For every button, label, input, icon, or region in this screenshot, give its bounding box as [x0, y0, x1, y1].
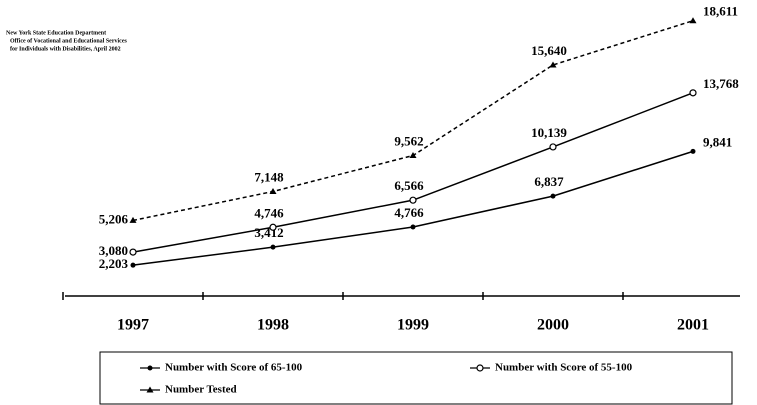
- data-point: [550, 193, 556, 199]
- data-point: [549, 61, 557, 68]
- data-point: [129, 216, 137, 223]
- data-label: 7,148: [254, 169, 284, 184]
- data-point: [409, 196, 417, 204]
- data-point: [269, 187, 277, 194]
- data-point: [269, 223, 277, 231]
- legend-label: Number Tested: [165, 384, 237, 396]
- data-label: 18,611: [703, 4, 738, 19]
- data-label: 3,080: [99, 243, 128, 258]
- source-note: for Individuals with Disabilities, April…: [10, 46, 121, 52]
- data-point: [409, 152, 417, 159]
- x-tick-label: 1997: [117, 317, 149, 334]
- source-note: Office of Vocational and Educational Ser…: [10, 38, 127, 44]
- data-point: [689, 89, 697, 97]
- legend-marker: [146, 386, 154, 393]
- data-point: [689, 17, 697, 24]
- data-label: 6,566: [394, 178, 424, 193]
- data-label: 13,768: [703, 76, 739, 91]
- data-point: [130, 262, 136, 268]
- data-label: 9,562: [394, 134, 423, 149]
- data-label: 4,766: [394, 205, 424, 220]
- data-point: [270, 244, 276, 250]
- legend-marker: [147, 365, 153, 371]
- data-label: 10,139: [531, 125, 567, 140]
- data-point: [410, 224, 416, 230]
- data-label: 9,841: [703, 134, 732, 149]
- legend-box: [99, 351, 733, 405]
- x-tick-label: 1999: [397, 317, 429, 334]
- data-point: [549, 143, 557, 151]
- data-label: 4,746: [254, 205, 284, 220]
- x-tick-label: 1998: [257, 317, 289, 334]
- data-label: 15,640: [531, 43, 567, 58]
- data-label: 5,206: [99, 211, 129, 226]
- data-point: [690, 148, 696, 154]
- source-note: New York State Education Department: [6, 30, 106, 36]
- legend-label: Number with Score of 55-100: [495, 362, 633, 374]
- data-label: 6,837: [534, 174, 564, 189]
- data-label: 2,203: [99, 256, 129, 271]
- legend-label: Number with Score of 65-100: [165, 362, 303, 374]
- legend-marker: [476, 364, 484, 372]
- data-point: [129, 248, 137, 256]
- x-tick-label: 2000: [537, 317, 569, 334]
- x-tick-label: 2001: [677, 317, 709, 334]
